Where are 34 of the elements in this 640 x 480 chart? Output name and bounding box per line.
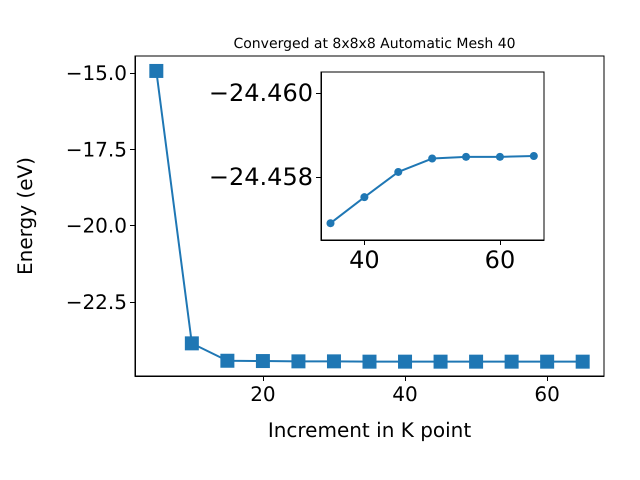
point xyxy=(434,354,448,369)
x-tick-label: 60 xyxy=(534,382,560,406)
point xyxy=(469,354,484,369)
y-axis-title: Energy (eV) xyxy=(13,157,37,275)
point xyxy=(256,354,270,368)
y-tick-label: −24.458 xyxy=(208,163,313,191)
x-tick-label: 60 xyxy=(484,246,516,274)
point xyxy=(428,154,436,163)
y-tick-label: −20.0 xyxy=(66,214,127,238)
y-tick-label: −22.5 xyxy=(66,290,127,314)
point xyxy=(326,354,341,368)
point xyxy=(462,152,470,161)
y-tick-label: −24.460 xyxy=(208,79,313,107)
point xyxy=(220,354,234,368)
x-tick-label: 40 xyxy=(392,382,418,406)
x-axis-title: Increment in K point xyxy=(268,418,472,442)
x-tick-label: 40 xyxy=(349,246,380,274)
point xyxy=(496,152,504,161)
x-tick-label: 20 xyxy=(250,382,276,406)
point xyxy=(576,354,590,369)
point xyxy=(504,354,519,369)
point xyxy=(360,193,368,202)
y-tick-label: −17.5 xyxy=(66,137,127,162)
point xyxy=(184,336,199,350)
point xyxy=(291,354,306,368)
point xyxy=(530,152,538,160)
point xyxy=(362,354,376,369)
point xyxy=(149,64,164,78)
chart-title: Converged at 8x8x8 Automatic Mesh 40 xyxy=(233,36,516,52)
point xyxy=(394,168,402,176)
y-tick-label: −15.0 xyxy=(66,61,127,86)
point xyxy=(540,354,554,369)
point xyxy=(398,354,412,369)
point xyxy=(326,219,334,228)
